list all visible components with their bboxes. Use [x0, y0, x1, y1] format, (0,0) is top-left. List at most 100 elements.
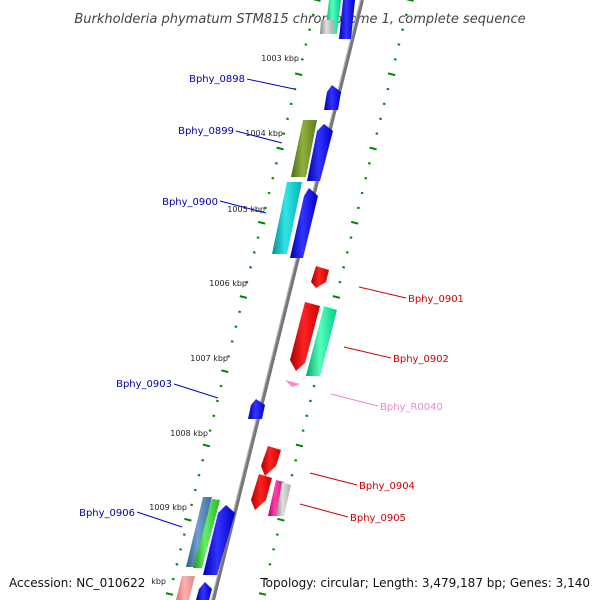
- gene-arrow-bphy-0902a[interactable]: [290, 302, 320, 371]
- major-tick: [294, 72, 303, 77]
- minor-tick: [338, 280, 342, 284]
- gene-arrows: [176, 0, 355, 600]
- kbp-label-1003: 1003 kbp: [261, 54, 299, 63]
- gene-label-bphy-0902[interactable]: Bphy_0902: [393, 354, 449, 365]
- gene-arrow-bphy-0904b[interactable]: [251, 474, 272, 510]
- minor-tick: [386, 87, 390, 91]
- minor-tick: [175, 563, 179, 566]
- minor-tick: [367, 162, 371, 165]
- minor-tick: [305, 414, 309, 418]
- leader-line-bphy-0905: [299, 503, 349, 518]
- gene-arrow-bottom-blue[interactable]: [196, 582, 212, 600]
- minor-tick: [197, 473, 201, 477]
- minor-tick: [289, 102, 293, 106]
- minor-tick: [208, 429, 212, 432]
- leader-line-bphy-0906: [136, 511, 183, 528]
- leader-line-bphy-0901: [358, 286, 407, 299]
- minor-tick: [342, 266, 346, 269]
- gene-arrow-top-gray[interactable]: [320, 20, 334, 34]
- gene-label-bphy-0901[interactable]: Bphy_0901: [408, 294, 464, 305]
- minor-tick: [230, 340, 234, 343]
- kbp-label-1007: 1007 kbp: [190, 354, 228, 363]
- gene-label-bphy-0900[interactable]: Bphy_0900: [162, 197, 218, 208]
- kbp-label-1010: kbp: [151, 577, 166, 586]
- minor-tick: [293, 87, 297, 91]
- gene-label-bphy-0898[interactable]: Bphy_0898: [189, 74, 245, 85]
- minor-tick: [249, 266, 253, 269]
- minor-tick: [382, 102, 386, 106]
- minor-tick: [171, 577, 175, 581]
- minor-tick: [245, 280, 249, 284]
- minor-tick: [190, 503, 194, 507]
- minor-tick: [212, 414, 216, 418]
- minor-tick: [375, 132, 379, 135]
- leader-line-bphy-0904: [309, 472, 358, 486]
- minor-tick: [219, 384, 223, 388]
- leader-line-bphy-r0040: [330, 393, 379, 407]
- gene-arrow-bphy-0906[interactable]: [193, 499, 220, 568]
- gene-label-bphy-0906[interactable]: Bphy_0906: [79, 508, 135, 519]
- minor-tick: [193, 488, 197, 492]
- kbp-label-1004: 1004 kbp: [245, 129, 283, 138]
- gene-label-bphy-0905[interactable]: Bphy_0905: [350, 513, 406, 524]
- major-tick: [295, 443, 304, 448]
- minor-tick: [401, 28, 405, 31]
- minor-tick: [215, 399, 219, 403]
- gene-label-bphy-0903[interactable]: Bphy_0903: [116, 379, 172, 390]
- kbp-label-1009: 1009 kbp: [149, 503, 187, 512]
- gene-label-bphy-r0040[interactable]: Bphy_R0040: [380, 402, 443, 413]
- leader-line-bphy-0900: [219, 200, 267, 214]
- gene-arrow-bphy-0906b[interactable]: [203, 505, 235, 575]
- major-tick: [313, 0, 321, 2]
- gene-arrow-bphy-r0040[interactable]: [285, 380, 300, 387]
- minor-tick: [379, 117, 382, 121]
- minor-tick: [272, 548, 276, 551]
- gene-arrow-bphy-0898[interactable]: [324, 85, 341, 110]
- gene-label-bphy-0899[interactable]: Bphy_0899: [178, 126, 234, 137]
- major-tick: [184, 517, 192, 522]
- minor-tick: [364, 176, 368, 180]
- gene-arrow-bphy-0904[interactable]: [261, 446, 281, 476]
- gene-arrow-bphy-0901[interactable]: [311, 266, 329, 288]
- gene-arrow-bphy-0905[interactable]: [268, 480, 284, 516]
- gene-arrow-bphy-0906a[interactable]: [186, 497, 212, 567]
- gene-arrow-bottom-pink[interactable]: [176, 576, 195, 600]
- gene-arrow-bphy-0899[interactable]: [291, 120, 317, 177]
- minor-tick: [267, 191, 271, 195]
- minor-tick: [308, 28, 312, 31]
- minor-tick: [182, 533, 186, 536]
- minor-tick: [256, 236, 260, 239]
- gene-arrow-bphy-0902[interactable]: [306, 306, 337, 376]
- minor-tick: [238, 310, 242, 314]
- major-tick: [258, 592, 267, 596]
- minor-tick: [311, 13, 315, 17]
- major-tick: [276, 146, 284, 151]
- kbp-label-1006: 1006 kbp: [209, 279, 247, 288]
- minor-tick: [274, 162, 278, 165]
- minor-tick: [263, 206, 267, 210]
- leader-line-bphy-0902: [343, 346, 392, 359]
- kbp-label-1008: 1008 kbp: [170, 429, 208, 438]
- leader-line-bphy-0898: [246, 78, 295, 90]
- minor-tick: [356, 206, 360, 210]
- gene-label-bphy-0904[interactable]: Bphy_0904: [359, 481, 415, 492]
- major-tick: [350, 220, 359, 225]
- gene-arrow-bphy-0903[interactable]: [248, 399, 265, 419]
- genome-stats-label: Topology: circular; Length: 3,479,187 bp…: [259, 576, 590, 590]
- minor-tick: [201, 459, 205, 462]
- map-title: Burkholderia phymatum STM815 chromosome …: [74, 12, 525, 27]
- gene-arrow-bphy-0900b[interactable]: [290, 188, 318, 258]
- minor-tick: [275, 533, 279, 536]
- minor-tick: [252, 251, 256, 254]
- minor-tick: [349, 236, 353, 239]
- major-tick: [257, 220, 266, 225]
- minor-tick: [304, 43, 308, 46]
- minor-tick: [308, 399, 312, 403]
- gene-arrow-top-blue[interactable]: [339, 0, 355, 39]
- major-tick: [165, 592, 174, 596]
- gene-arrow-bphy-0905b[interactable]: [276, 482, 291, 516]
- left-tick-track: [165, 0, 321, 596]
- gene-arrow-bphy-0899b[interactable]: [307, 124, 333, 181]
- minor-tick: [271, 176, 275, 180]
- gene-arrow-bphy-0900[interactable]: [272, 182, 302, 254]
